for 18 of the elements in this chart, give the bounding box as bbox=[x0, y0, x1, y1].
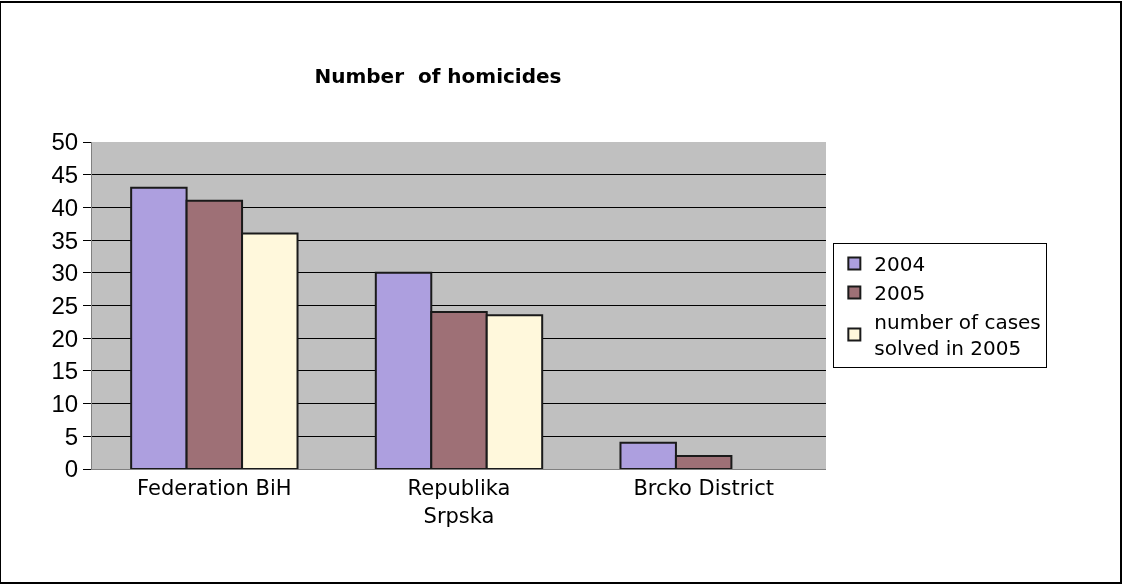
y-tick-label: 0 bbox=[64, 455, 79, 483]
legend-label: 2005 bbox=[874, 281, 926, 306]
y-tick-label: 25 bbox=[51, 291, 79, 319]
y-tick-label: 50 bbox=[51, 128, 79, 156]
x-tick-label: Republika Srpska bbox=[407, 476, 511, 528]
y-tick-label: 20 bbox=[51, 324, 79, 352]
y-tick-label: 30 bbox=[51, 259, 79, 287]
y-tick-label: 35 bbox=[51, 226, 79, 254]
legend-label: number of cases solved in 2005 bbox=[874, 310, 1041, 361]
y-tick-label: 40 bbox=[51, 193, 79, 221]
x-tick-label: Federation BiH bbox=[137, 476, 292, 501]
y-tick-label: 10 bbox=[51, 390, 79, 417]
y-tick-label: 15 bbox=[51, 357, 79, 385]
y-tick-label: 45 bbox=[51, 161, 79, 189]
legend-label: 2004 bbox=[874, 252, 926, 277]
x-tick-label: Brcko District bbox=[633, 476, 774, 501]
chart-title: Number of homicides bbox=[314, 64, 562, 89]
y-tick-label: 5 bbox=[64, 422, 79, 450]
